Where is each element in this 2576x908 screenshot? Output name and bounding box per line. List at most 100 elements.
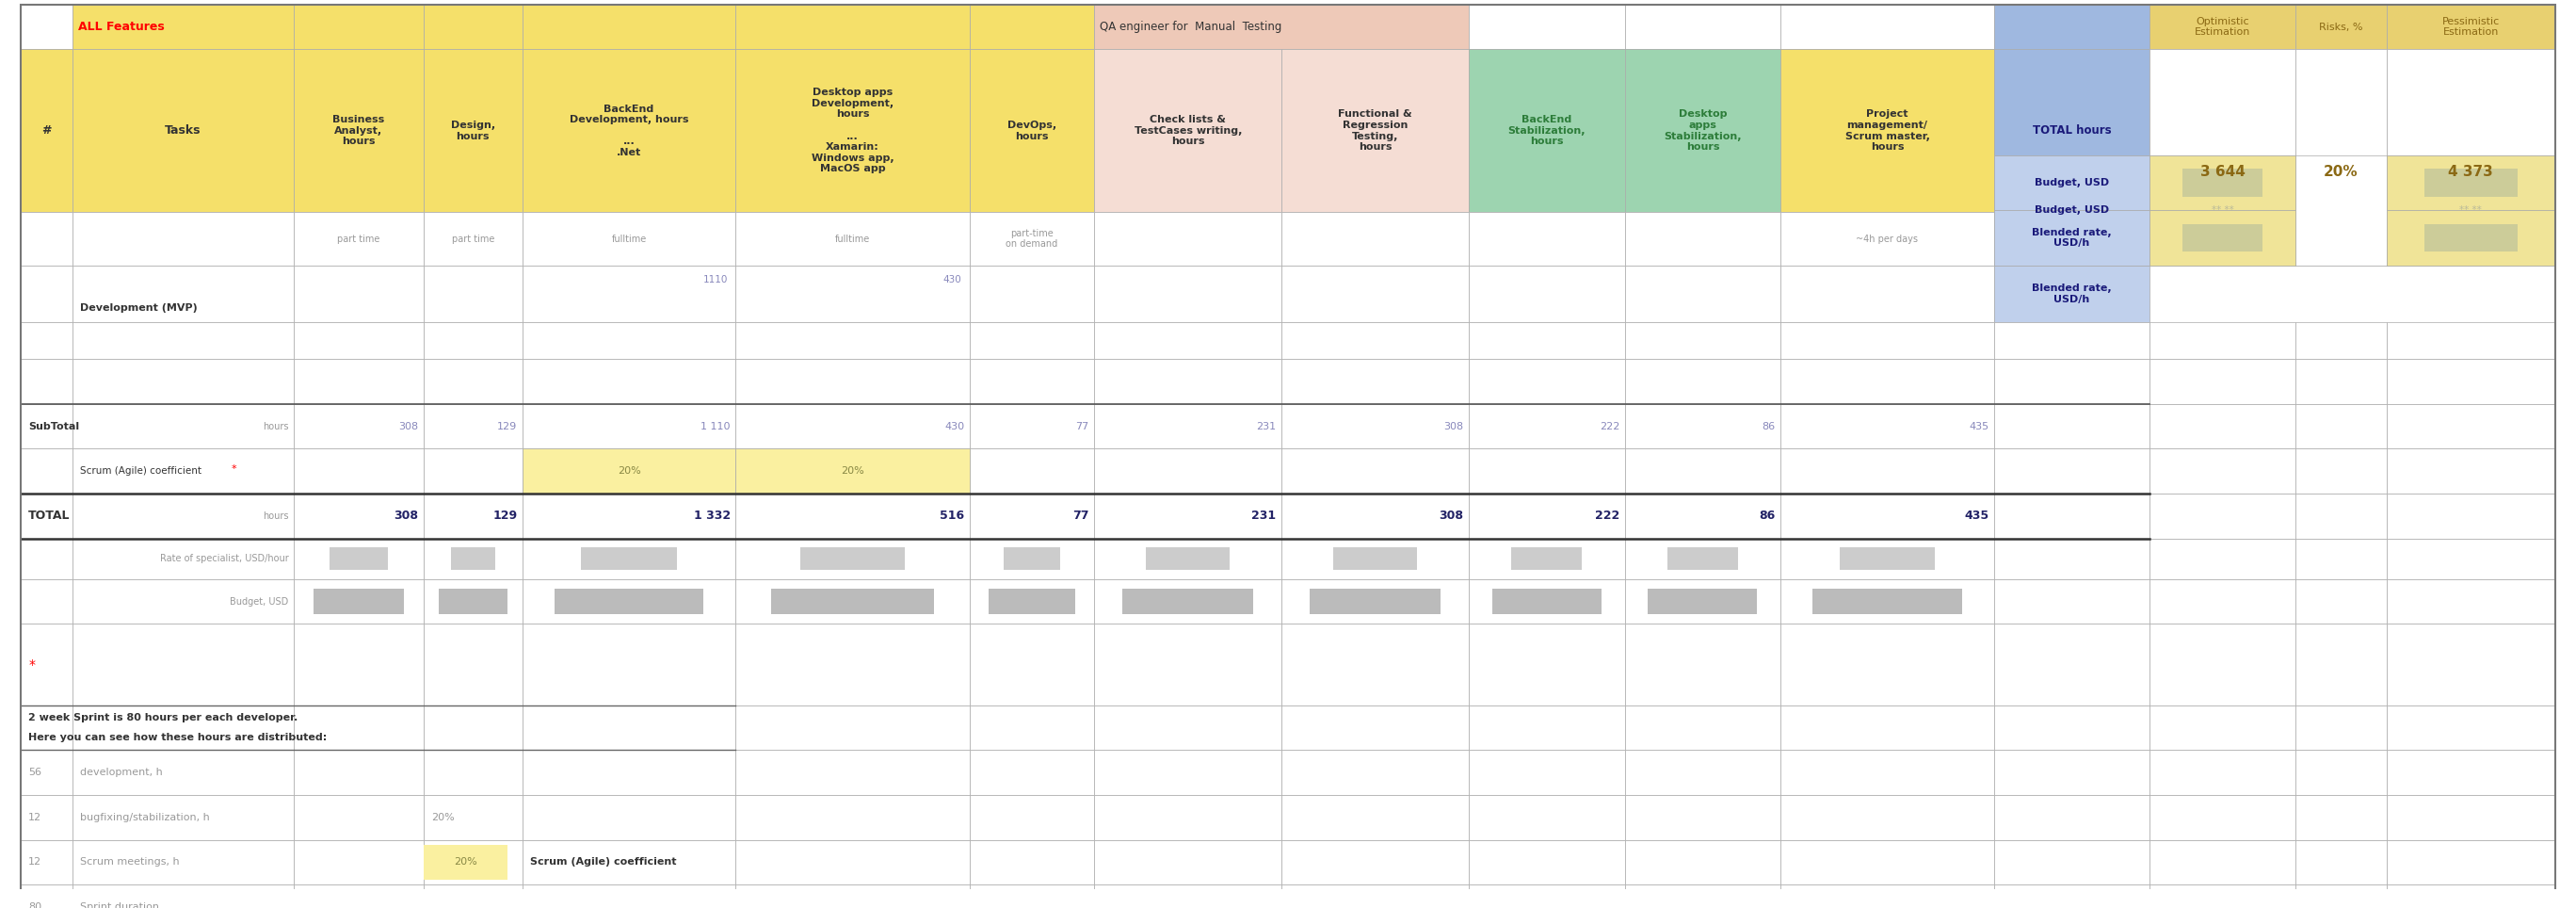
Bar: [1780, 322, 1994, 359]
Bar: [2151, 5, 2295, 49]
Bar: [330, 548, 389, 570]
Bar: [2151, 449, 2295, 493]
Bar: [72, 538, 294, 579]
Text: ~4h per days: ~4h per days: [1857, 234, 1919, 243]
Bar: [2151, 155, 2295, 265]
Bar: [2151, 706, 2295, 750]
Bar: [1146, 548, 1229, 570]
Text: Optimistic
Estimation: Optimistic Estimation: [2195, 16, 2251, 37]
Bar: [1095, 359, 1280, 404]
Bar: [294, 322, 422, 359]
Bar: [2295, 212, 2385, 265]
Text: 20%: 20%: [453, 857, 477, 867]
Text: Functional &
Regression
Testing,
hours: Functional & Regression Testing, hours: [1337, 110, 1412, 152]
Bar: [2295, 493, 2385, 538]
Bar: [422, 322, 523, 359]
Bar: [1280, 795, 1468, 840]
Bar: [294, 795, 422, 840]
Bar: [969, 579, 1095, 624]
Bar: [1280, 884, 1468, 908]
Bar: [1667, 548, 1739, 570]
Bar: [1468, 795, 1625, 840]
Bar: [1780, 840, 1994, 884]
Bar: [737, 322, 969, 359]
Bar: [438, 589, 507, 614]
Bar: [969, 265, 1095, 322]
Text: 1 332: 1 332: [693, 509, 732, 522]
Bar: [1095, 884, 1280, 908]
Bar: [523, 493, 737, 538]
Bar: [21, 404, 72, 449]
Text: 1 110: 1 110: [701, 421, 732, 431]
Bar: [2295, 538, 2385, 579]
Bar: [1625, 5, 1780, 49]
Bar: [422, 706, 523, 750]
Bar: [294, 840, 422, 884]
Bar: [969, 795, 1095, 840]
Bar: [422, 493, 523, 538]
Bar: [72, 579, 294, 624]
Text: Check lists &
TestCases writing,
hours: Check lists & TestCases writing, hours: [1133, 115, 1242, 146]
Bar: [1468, 538, 1625, 579]
Bar: [969, 449, 1095, 493]
Bar: [21, 265, 72, 322]
Text: ** **: ** **: [2460, 205, 2483, 215]
Bar: [1625, 212, 1780, 265]
Bar: [1280, 624, 1468, 706]
Text: Scrum meetings, h: Scrum meetings, h: [80, 857, 180, 867]
Bar: [2151, 49, 2295, 212]
Bar: [2385, 538, 2555, 579]
Bar: [21, 49, 72, 212]
Bar: [72, 493, 294, 538]
Bar: [1095, 795, 1280, 840]
Bar: [1780, 795, 1994, 840]
Bar: [2151, 840, 2295, 884]
Bar: [523, 449, 737, 493]
Text: Pessimistic
Estimation: Pessimistic Estimation: [2442, 16, 2499, 37]
Bar: [72, 449, 294, 493]
Bar: [1994, 211, 2151, 265]
Bar: [969, 538, 1095, 579]
Bar: [1095, 212, 1280, 265]
Bar: [294, 624, 422, 706]
Bar: [1280, 579, 1468, 624]
Bar: [2295, 706, 2385, 750]
Bar: [523, 322, 737, 359]
Bar: [2151, 579, 2295, 624]
Text: 129: 129: [492, 509, 518, 522]
Bar: [72, 750, 294, 795]
Bar: [294, 404, 422, 449]
Bar: [1280, 449, 1468, 493]
Bar: [1780, 493, 1994, 538]
Bar: [1625, 840, 1780, 884]
Bar: [72, 322, 294, 359]
Bar: [21, 884, 72, 908]
Bar: [737, 265, 969, 322]
Text: 20%: 20%: [430, 813, 453, 822]
Bar: [737, 750, 969, 795]
Bar: [1468, 404, 1625, 449]
Bar: [1625, 795, 1780, 840]
Bar: [422, 359, 523, 404]
Text: 1110: 1110: [703, 275, 729, 284]
Bar: [2295, 750, 2385, 795]
Bar: [1123, 589, 1255, 614]
Bar: [1468, 579, 1625, 624]
Bar: [294, 212, 422, 265]
Bar: [1468, 493, 1625, 538]
Bar: [2151, 795, 2295, 840]
Bar: [1095, 579, 1280, 624]
Text: *: *: [232, 465, 237, 474]
Text: 86: 86: [1759, 509, 1775, 522]
Bar: [1994, 493, 2151, 538]
Bar: [1649, 589, 1757, 614]
Bar: [21, 624, 72, 706]
Bar: [1625, 624, 1780, 706]
Bar: [1512, 548, 1582, 570]
Bar: [1625, 359, 1780, 404]
Bar: [72, 212, 294, 265]
Bar: [2385, 49, 2555, 212]
Bar: [1780, 884, 1994, 908]
Bar: [523, 359, 737, 404]
Text: 308: 308: [1443, 421, 1463, 431]
